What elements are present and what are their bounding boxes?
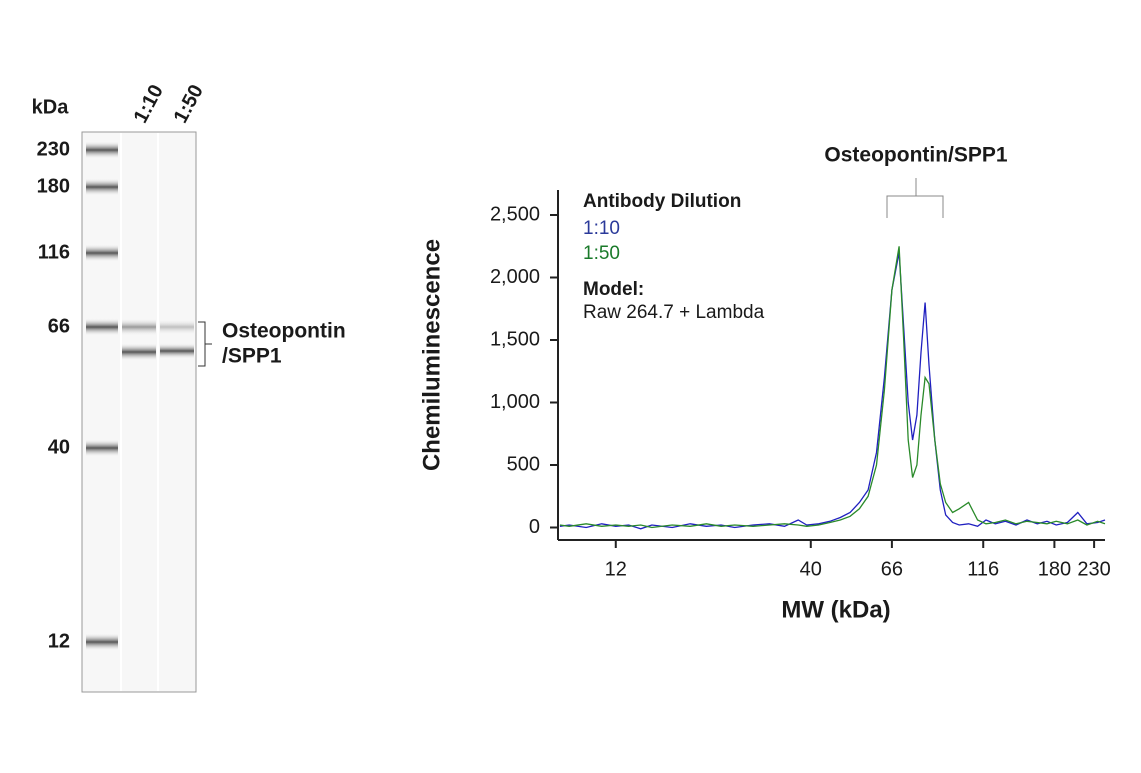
gel-frame xyxy=(81,131,197,693)
marker-label: 40 xyxy=(48,436,70,458)
marker-label: 230 xyxy=(37,138,70,160)
y-tick-label: 1,500 xyxy=(490,328,540,350)
y-tick-label: 1,000 xyxy=(490,391,540,413)
ladder-band xyxy=(86,439,118,457)
sample-band xyxy=(122,343,156,361)
ladder-band xyxy=(86,318,118,336)
legend-title: Antibody Dilution xyxy=(583,191,741,212)
y-tick-label: 2,500 xyxy=(490,203,540,225)
model-label: Model: xyxy=(583,279,644,300)
x-tick-label: 116 xyxy=(967,558,999,580)
marker-label: 116 xyxy=(38,241,70,263)
y-tick-label: 2,000 xyxy=(490,266,540,288)
y-axis-label: Chemiluminescence xyxy=(418,239,445,471)
x-tick-label: 40 xyxy=(800,558,822,580)
lane-gap xyxy=(157,133,159,691)
sample-band xyxy=(160,343,194,359)
x-tick-label: 12 xyxy=(605,558,627,580)
band-label: /SPP1 xyxy=(222,345,282,368)
gel-unit: kDa xyxy=(32,96,70,118)
x-tick-label: 66 xyxy=(881,558,903,580)
marker-label: 66 xyxy=(48,315,70,337)
x-tick-label: 230 xyxy=(1077,558,1110,580)
sample-band xyxy=(122,318,156,336)
series-line xyxy=(559,246,1106,529)
marker-label: 12 xyxy=(48,630,70,652)
sample-band xyxy=(160,319,194,335)
lane-gap xyxy=(120,133,122,691)
band-bracket xyxy=(198,321,212,367)
peak-bracket xyxy=(886,178,944,218)
legend-entry: 1:50 xyxy=(583,243,620,264)
ladder-band xyxy=(86,244,118,262)
x-tick-label: 180 xyxy=(1038,558,1071,580)
ladder-band xyxy=(86,633,118,651)
x-axis-label: MW (kDa) xyxy=(781,596,890,623)
lane-label: 1:50 xyxy=(170,81,208,127)
y-tick-label: 0 xyxy=(529,516,540,538)
ladder-band xyxy=(86,141,118,159)
band-label: Osteopontin xyxy=(222,320,346,343)
marker-label: 180 xyxy=(37,175,70,197)
chart-title: Osteopontin/SPP1 xyxy=(824,144,1008,167)
y-tick-label: 500 xyxy=(507,453,540,475)
ladder-band xyxy=(86,178,118,196)
model: Raw 264.7 + Lambda xyxy=(583,302,765,323)
legend-entry: 1:10 xyxy=(583,218,620,239)
lane-label: 1:10 xyxy=(130,81,168,127)
